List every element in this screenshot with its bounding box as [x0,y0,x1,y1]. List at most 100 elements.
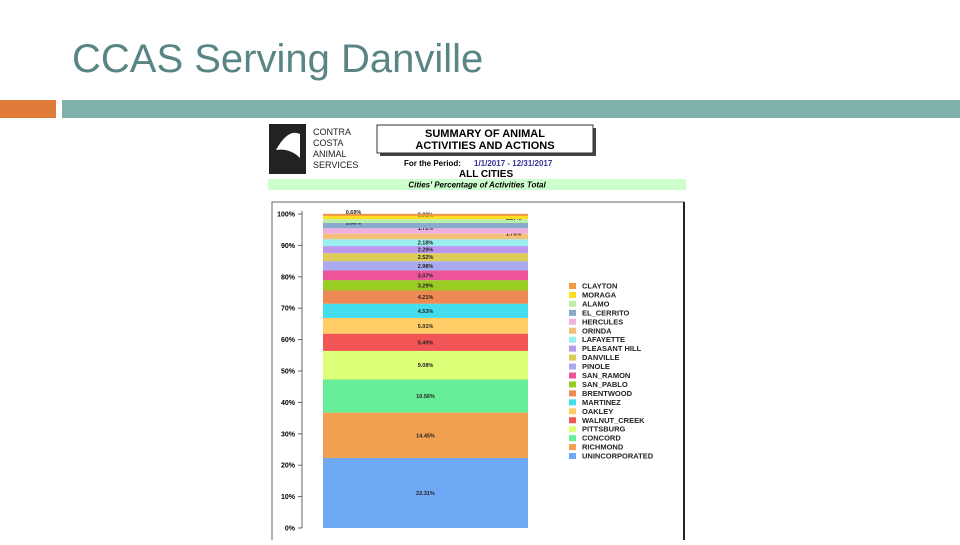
bar-segment [323,317,528,334]
legend-label: MARTINEZ [582,398,621,407]
bar-segment [323,350,528,380]
y-tick-label: 70% [281,306,296,313]
scope: ALL CITIES [459,169,514,180]
legend-swatch [569,399,576,406]
org-line: ANIMAL [313,149,347,159]
y-tick-label: 90% [281,243,296,250]
data-label: 22.31% [416,491,435,497]
legend-label: CONCORD [582,434,621,443]
legend-swatch [569,283,576,289]
bar-segment [323,253,528,262]
legend-swatch [569,354,576,361]
legend-swatch [569,309,576,316]
legend-label: PLEASANT HILL [582,344,642,353]
heading: SUMMARY OF ANIMAL [425,128,545,140]
plot: 0% 10% 20% 30% 40% 50% 60% 70% 80% 90% 100% 22.31% 1… [277,210,654,533]
legend-swatch [569,417,576,424]
legend-swatch [569,372,576,379]
legend-label: PINOLE [582,362,610,371]
data-label: 5.49% [418,340,434,346]
bar-segment [323,270,528,281]
legend-swatch [569,444,576,451]
y-tick-label: 100% [277,212,296,219]
period-label: For the Period: [404,159,461,168]
legend-swatch [569,381,576,388]
data-label: 0.69% [346,210,362,216]
legend-label: MORAGA [582,290,617,299]
data-label: 1.68% [346,221,362,227]
slide-title: CCAS Serving Danville [72,37,483,81]
legend-label: DANVILLE [582,353,620,362]
org-line: SERVICES [313,160,358,170]
y-tick-label: 30% [281,431,296,438]
bar-segment [323,223,528,229]
data-label: 10.56% [416,394,435,400]
bar-segment [323,233,528,240]
legend-label: PITTSBURG [582,425,626,434]
data-label: 2.18% [418,241,434,247]
legend-swatch [569,300,576,307]
legend-swatch [569,336,576,343]
bar-segment [323,280,528,291]
y-tick-label: 60% [281,337,296,344]
bar-segment [323,457,528,528]
y-tick-label: 40% [281,400,296,407]
org-line: CONTRA [313,127,351,137]
data-label: 2.52% [418,255,434,261]
data-label: 1.76% [506,231,522,237]
header-bar [62,100,960,118]
legend-swatch [569,345,576,352]
data-label: 9.08% [418,363,434,369]
legend-label: WALNUT_CREEK [582,416,645,425]
legend-label: UNINCORPORATED [582,452,654,461]
bar-segment [323,239,528,247]
legend-label: CLAYTON [582,282,617,291]
bar-segment [323,219,528,224]
data-label: 4.53% [418,309,434,315]
y-tick-label: 10% [281,494,296,501]
legend-swatch [569,453,576,460]
data-label: 2.29% [418,248,434,254]
bar-segment [323,379,528,413]
data-label: 2.98% [418,264,434,270]
period: 1/1/2017 - 12/31/2017 [474,159,553,168]
data-label: 14.45% [416,433,435,439]
y-tick-label: 50% [281,369,296,376]
data-label: 3.29% [418,283,434,289]
bar-segment [323,215,528,220]
bar-segment [323,261,528,271]
legend-label: ALAMO [582,299,610,308]
legend-label: SAN_RAMON [582,371,630,380]
heading: ACTIVITIES AND ACTIONS [415,140,554,152]
legend-label: LAFAYETTE [582,335,625,344]
data-label: 3.07% [418,273,434,279]
legend-swatch [569,390,576,397]
legend-swatch [569,327,576,334]
data-label: 4.21% [418,295,434,301]
data-label: 5.01% [418,324,434,330]
y-tick-label: 20% [281,463,296,470]
legend-swatch [569,318,576,325]
legend-label: HERCULES [582,317,623,326]
org-line: COSTA [313,138,343,148]
bar-segment [323,290,528,304]
legend-label: ORINDA [582,326,612,335]
legend-swatch [569,435,576,442]
bar-segment [323,213,528,216]
legend-swatch [569,426,576,433]
legend-swatch [569,408,576,415]
subtitle-strip [268,179,686,190]
logo-mark [276,132,300,158]
bar-segment [323,333,528,351]
accent-bar [0,100,56,118]
y-tick-label: 80% [281,274,296,281]
legend-label: RICHMOND [582,443,624,452]
data-label: 1.72% [418,226,434,232]
bar-segment [323,412,528,458]
legend-swatch [569,363,576,370]
bar-segment [323,228,528,234]
legend-swatch [569,291,576,298]
legend-label: BRENTWOOD [582,389,633,398]
